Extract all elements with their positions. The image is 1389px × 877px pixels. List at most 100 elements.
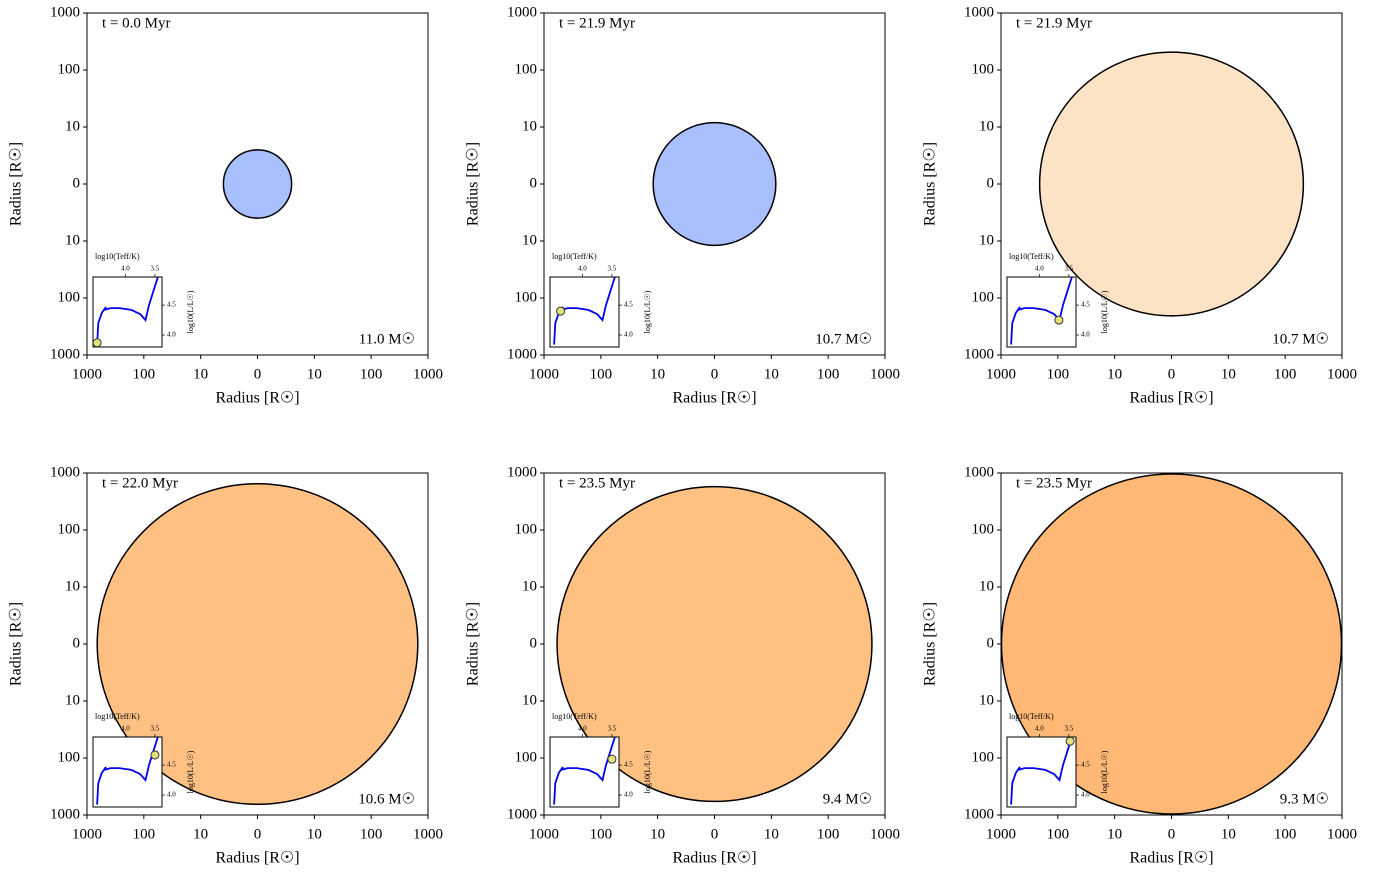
y-tick-label: 100	[972, 289, 995, 305]
inset-y-label: log10(L/L☉)	[1100, 750, 1109, 793]
inset-y-tick-label: 4.0	[167, 331, 176, 339]
x-tick-label: 1000	[413, 826, 443, 842]
x-tick-label: 1000	[986, 366, 1016, 382]
y-tick-label: 1000	[50, 464, 80, 480]
x-tick-label: 10	[1221, 826, 1236, 842]
inset-x-label: log10(Teff/K)	[552, 252, 597, 261]
y-axis-label: Radius [R☉]	[465, 602, 482, 686]
inset-frame	[1006, 276, 1077, 348]
y-tick-label: 10	[522, 692, 537, 708]
x-tick-label: 100	[1047, 826, 1070, 842]
hr-track	[1010, 277, 1073, 345]
y-tick-label: 1000	[507, 464, 537, 480]
y-tick-label: 0	[987, 175, 995, 191]
y-tick-label: 0	[73, 635, 81, 651]
inset: 4.0 3.5 4.0 4.5 log10(Teff/K) log10(L/L☉)	[1006, 712, 1109, 808]
y-tick-label: 10	[979, 578, 994, 594]
x-tick-label: 10	[307, 366, 322, 382]
y-tick-label: 100	[515, 749, 538, 765]
inset-frame	[92, 276, 163, 348]
inset-background	[1007, 737, 1076, 807]
x-tick-label: 0	[1168, 826, 1176, 842]
mass-label: 10.6 M☉	[358, 791, 415, 807]
current-position	[150, 750, 160, 760]
y-tick-label: 10	[522, 232, 537, 248]
inset-y-tick-label: 4.5	[167, 761, 176, 769]
inset: 4.0 3.5 4.0 4.5 log10(Teff/K) log10(L/L☉)	[549, 252, 652, 348]
time-label: t = 21.9 Myr	[559, 15, 635, 31]
current-position	[607, 754, 617, 764]
x-tick-label: 10	[193, 366, 208, 382]
x-tick-label: 100	[133, 366, 156, 382]
x-tick-label: 1000	[529, 366, 559, 382]
x-tick-label: 100	[1274, 826, 1297, 842]
x-tick-label: 1000	[1327, 826, 1357, 842]
inset: 4.0 3.5 4.0 4.5 log10(Teff/K) log10(L/L☉)	[1006, 252, 1109, 348]
y-tick-label: 0	[530, 635, 538, 651]
inset-frame	[549, 736, 620, 808]
y-tick-label: 10	[979, 692, 994, 708]
y-tick-label: 1000	[964, 806, 994, 822]
x-tick-label: 100	[133, 826, 156, 842]
y-tick-label: 100	[972, 61, 995, 77]
inset-y-tick-label: 4.0	[624, 331, 633, 339]
x-tick-label: 100	[1274, 366, 1297, 382]
time-label: t = 23.5 Myr	[559, 475, 635, 491]
inset-y-tick-label: 4.0	[624, 791, 633, 799]
inset-frame	[549, 276, 620, 348]
time-label: t = 22.0 Myr	[102, 475, 178, 491]
inset-x-tick-label: 4.0	[1035, 725, 1044, 733]
inset-x-label: log10(Teff/K)	[95, 712, 140, 721]
time-label: t = 23.5 Myr	[1016, 475, 1092, 491]
star	[222, 149, 293, 219]
inset-x-tick-label: 4.0	[578, 725, 587, 733]
x-tick-label: 10	[1221, 366, 1236, 382]
x-tick-label: 100	[590, 826, 613, 842]
x-tick-label: 1000	[529, 826, 559, 842]
y-tick-label: 1000	[507, 4, 537, 20]
inset-x-label: log10(Teff/K)	[552, 712, 597, 721]
inset-x-label: log10(Teff/K)	[95, 252, 140, 261]
panel: 1000 100 10 0 10 100 10001000100100101001000Ra…	[465, 464, 900, 866]
x-tick-label: 10	[650, 826, 665, 842]
inset: 4.0 3.5 4.0 4.5 log10(Teff/K) log10(L/L☉)	[92, 712, 195, 808]
y-tick-label: 1000	[50, 806, 80, 822]
inset-y-tick-label: 4.5	[1081, 761, 1090, 769]
y-tick-label: 1000	[507, 346, 537, 362]
inset-y-tick-label: 4.5	[1081, 301, 1090, 309]
x-tick-label: 1000	[1327, 366, 1357, 382]
hr-track	[553, 737, 616, 805]
x-tick-label: 0	[254, 826, 262, 842]
current-position	[556, 306, 566, 316]
y-tick-label: 1000	[507, 806, 537, 822]
inset-x-tick-label: 3.5	[608, 265, 617, 273]
y-tick-label: 0	[73, 175, 81, 191]
mass-label: 9.3 M☉	[1280, 791, 1329, 807]
inset-x-tick-label: 4.0	[121, 725, 130, 733]
y-tick-label: 100	[58, 289, 81, 305]
y-tick-label: 10	[65, 692, 80, 708]
current-position	[1054, 315, 1064, 325]
x-tick-label: 1000	[72, 826, 102, 842]
x-tick-label: 10	[764, 366, 779, 382]
time-label: t = 0.0 Myr	[102, 15, 170, 31]
x-tick-label: 0	[711, 366, 719, 382]
inset-y-tick-label: 4.0	[167, 791, 176, 799]
x-tick-label: 0	[1168, 366, 1176, 382]
inset: 4.0 3.5 4.0 4.5 log10(Teff/K) log10(L/L☉)	[92, 252, 195, 348]
y-axis-label: Radius [R☉]	[465, 142, 482, 226]
x-tick-label: 10	[650, 366, 665, 382]
x-tick-label: 10	[1107, 366, 1122, 382]
y-tick-label: 1000	[964, 346, 994, 362]
y-tick-label: 10	[522, 118, 537, 134]
y-tick-label: 1000	[50, 4, 80, 20]
x-tick-label: 1000	[72, 366, 102, 382]
x-axis-label: Radius [R☉]	[1129, 390, 1213, 407]
x-tick-label: 1000	[986, 826, 1016, 842]
y-tick-label: 100	[58, 61, 81, 77]
y-axis-label: Radius [R☉]	[8, 142, 25, 226]
x-tick-label: 100	[817, 826, 840, 842]
inset-y-tick-label: 4.5	[167, 301, 176, 309]
x-axis-label: Radius [R☉]	[1129, 850, 1213, 867]
mass-label: 10.7 M☉	[815, 331, 872, 347]
